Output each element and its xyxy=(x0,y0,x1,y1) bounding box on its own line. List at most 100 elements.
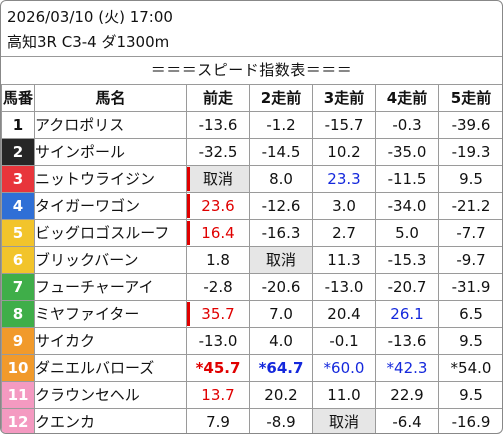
speed-index-cell: 23.6 xyxy=(186,192,250,220)
speed-index-cell: 8.0 xyxy=(249,165,313,193)
horse-name: サインポール xyxy=(34,138,187,166)
speed-index-cell: 23.3 xyxy=(312,165,376,193)
table-row: 4 タイガーワゴン 23.6 -12.6 3.0 -34.0 -21.2 xyxy=(1,192,502,220)
horse-number: 7 xyxy=(1,273,35,301)
horse-number: 8 xyxy=(1,300,35,328)
col-header-3-races-ago: 3走前 xyxy=(312,84,376,112)
speed-index-cell: -16.3 xyxy=(249,219,313,247)
speed-index-cell: 11.3 xyxy=(312,246,376,274)
speed-index-cell: *60.0 xyxy=(312,354,376,382)
speed-index-cell: 4.0 xyxy=(249,327,313,355)
speed-index-cell: -12.6 xyxy=(249,192,313,220)
speed-index-cell: 5.0 xyxy=(375,219,439,247)
speed-index-cell: -13.0 xyxy=(186,327,250,355)
race-datetime: 2026/03/10 (火) 17:00 xyxy=(7,8,173,26)
horse-number: 4 xyxy=(1,192,35,220)
horse-number: 12 xyxy=(1,408,35,433)
table-body: 1 アクロポリス -13.6 -1.2 -15.7 -0.3 -39.6 2 サインポール -32… xyxy=(1,111,502,433)
horse-number: 11 xyxy=(1,381,35,409)
speed-index-cell: -31.9 xyxy=(438,273,502,301)
horse-number: 2 xyxy=(1,138,35,166)
speed-index-cell: -15.7 xyxy=(312,111,376,139)
speed-index-cell: -35.0 xyxy=(375,138,439,166)
horse-name: ダニエルバローズ xyxy=(34,354,187,382)
speed-index-cell: 13.7 xyxy=(186,381,250,409)
speed-index-cell: -0.1 xyxy=(312,327,376,355)
speed-index-cell: 16.4 xyxy=(186,219,250,247)
speed-index-cell: -16.9 xyxy=(438,408,502,433)
horse-number: 3 xyxy=(1,165,35,193)
speed-index-cell: 10.2 xyxy=(312,138,376,166)
horse-name: フューチャーアイ xyxy=(34,273,187,301)
horse-number: 9 xyxy=(1,327,35,355)
table-banner: ＝＝＝スピード指数表＝＝＝ xyxy=(150,61,353,79)
speed-index-cell: -9.7 xyxy=(438,246,502,274)
speed-index-cell: -0.3 xyxy=(375,111,439,139)
speed-index-cell: -2.8 xyxy=(186,273,250,301)
speed-index-cell: 9.5 xyxy=(438,165,502,193)
speed-index-cell: -20.7 xyxy=(375,273,439,301)
horse-name: アクロポリス xyxy=(34,111,187,139)
speed-index-cell: -11.5 xyxy=(375,165,439,193)
table-row: 10 ダニエルバローズ *45.7 *64.7 *60.0 *42.3 *54.0 xyxy=(1,354,502,382)
horse-name: クエンカ xyxy=(34,408,187,433)
table-row: 6 ブリックバーン 1.8 取消 11.3 -15.3 -9.7 xyxy=(1,246,502,274)
speed-index-cell: -39.6 xyxy=(438,111,502,139)
speed-index-cell: 35.7 xyxy=(186,300,250,328)
horse-name: タイガーワゴン xyxy=(34,192,187,220)
speed-index-cell: -14.5 xyxy=(249,138,313,166)
table-row: 5 ビッグロゴスルーフ 16.4 -16.3 2.7 5.0 -7.7 xyxy=(1,219,502,247)
table-row: 3 ニットウライジン 取消 8.0 23.3 -11.5 9.5 xyxy=(1,165,502,193)
speed-index-cell: -6.4 xyxy=(375,408,439,433)
horse-name: クラウンセヘル xyxy=(34,381,187,409)
speed-index-cell: -8.9 xyxy=(249,408,313,433)
speed-index-cell: 20.4 xyxy=(312,300,376,328)
speed-index-cell: 7.0 xyxy=(249,300,313,328)
col-header-4-races-ago: 4走前 xyxy=(375,84,439,112)
table-header-row: 馬番 馬名 前走 2走前 3走前 4走前 5走前 xyxy=(1,84,502,112)
speed-index-cell: 1.8 xyxy=(186,246,250,274)
horse-number: 6 xyxy=(1,246,35,274)
speed-index-cell: 9.5 xyxy=(438,381,502,409)
speed-index-cell: -34.0 xyxy=(375,192,439,220)
col-header-horse-name: 馬名 xyxy=(34,84,187,112)
speed-index-cell: -13.6 xyxy=(186,111,250,139)
table-row: 11 クラウンセヘル 13.7 20.2 11.0 22.9 9.5 xyxy=(1,381,502,409)
speed-index-cell: 3.0 xyxy=(312,192,376,220)
speed-index-cell: -13.6 xyxy=(375,327,439,355)
table-row: 12 クエンカ 7.9 -8.9 取消 -6.4 -16.9 xyxy=(1,408,502,433)
horse-name: ブリックバーン xyxy=(34,246,187,274)
speed-index-cell: 26.1 xyxy=(375,300,439,328)
speed-index-cell: -1.2 xyxy=(249,111,313,139)
horse-name: ビッグロゴスルーフ xyxy=(34,219,187,247)
race-info: 高知3R C3-4 ダ1300m xyxy=(7,33,170,51)
speed-index-cell: -15.3 xyxy=(375,246,439,274)
speed-index-cell: -7.7 xyxy=(438,219,502,247)
speed-index-cell: 取消 xyxy=(312,408,376,433)
header-divider xyxy=(1,56,502,57)
speed-index-cell: 2.7 xyxy=(312,219,376,247)
col-header-last-race: 前走 xyxy=(186,84,250,112)
col-header-5-races-ago: 5走前 xyxy=(438,84,502,112)
horse-number: 1 xyxy=(1,111,35,139)
table-row: 8 ミヤファイター 35.7 7.0 20.4 26.1 6.5 xyxy=(1,300,502,328)
speed-index-cell: 11.0 xyxy=(312,381,376,409)
speed-index-cell: *42.3 xyxy=(375,354,439,382)
speed-index-cell: -20.6 xyxy=(249,273,313,301)
table-row: 2 サインポール -32.5 -14.5 10.2 -35.0 -19.3 xyxy=(1,138,502,166)
speed-index-cell: 取消 xyxy=(186,165,250,193)
horse-number: 5 xyxy=(1,219,35,247)
col-header-number: 馬番 xyxy=(1,84,35,112)
table-row: 1 アクロポリス -13.6 -1.2 -15.7 -0.3 -39.6 xyxy=(1,111,502,139)
horse-name: サイカク xyxy=(34,327,187,355)
speed-index-cell: -21.2 xyxy=(438,192,502,220)
speed-index-cell: 9.5 xyxy=(438,327,502,355)
speed-index-cell: 7.9 xyxy=(186,408,250,433)
speed-index-cell: -13.0 xyxy=(312,273,376,301)
speed-index-cell: *45.7 xyxy=(186,354,250,382)
speed-index-cell: -19.3 xyxy=(438,138,502,166)
speed-index-cell: 6.5 xyxy=(438,300,502,328)
table-row: 9 サイカク -13.0 4.0 -0.1 -13.6 9.5 xyxy=(1,327,502,355)
speed-index-cell: *64.7 xyxy=(249,354,313,382)
